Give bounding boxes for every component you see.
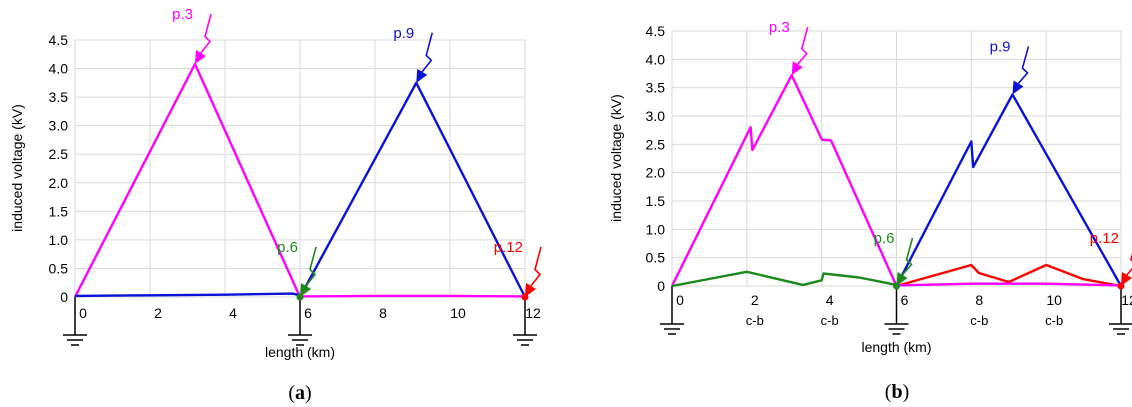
chart-panel-a: 0 0.5 1.0 1.5 2.0 2.5 3.0 3.5 4.0 4.5 0 2 4 6 8 10 12 ind… bbox=[9, 6, 542, 404]
data-series-line bbox=[895, 93, 1123, 287]
lightning-bolt bbox=[1016, 46, 1030, 85]
y-tick-label: 1.5 bbox=[49, 203, 69, 219]
x-tick-label: 12 bbox=[525, 305, 541, 321]
x-tick-label: 12 bbox=[1121, 292, 1132, 308]
y-tick-label: 2.0 bbox=[49, 175, 69, 191]
strike-label: p.9 bbox=[393, 25, 414, 42]
panel-label-close: ) bbox=[903, 381, 910, 403]
strike-point-marker bbox=[893, 282, 900, 290]
lightning-bolt bbox=[796, 26, 809, 66]
panel-label-letter: b bbox=[891, 381, 902, 403]
panel-label-letter: a bbox=[295, 382, 305, 404]
y-tick-label: 0.5 bbox=[49, 260, 69, 276]
data-series-line bbox=[299, 294, 526, 298]
data-series-line bbox=[74, 292, 301, 298]
strike-label: p.6 bbox=[277, 239, 298, 256]
y-tick-label: 0.5 bbox=[646, 250, 666, 266]
x-tick-label: 4 bbox=[229, 305, 237, 321]
lightning-arrowhead bbox=[525, 283, 536, 297]
y-tick-label: 0 bbox=[60, 289, 68, 305]
y-tick-label: 3.5 bbox=[646, 80, 666, 96]
strike-point-marker bbox=[1117, 282, 1125, 290]
strike-label: p.3 bbox=[172, 6, 193, 23]
x-tick-label: 8 bbox=[379, 305, 387, 321]
x-tick-label: 6 bbox=[901, 292, 909, 308]
y-tick-label: 1.0 bbox=[646, 221, 666, 237]
cable-box-label: c-b bbox=[821, 313, 839, 328]
y-axis-label: induced voltage (kV) bbox=[9, 104, 25, 232]
data-series-line bbox=[298, 81, 527, 298]
strike-point-marker bbox=[296, 293, 304, 301]
strike-label: p.6 bbox=[874, 230, 895, 247]
y-tick-label: 1.5 bbox=[646, 193, 666, 209]
y-tick-label: 0 bbox=[657, 278, 665, 294]
lightning-arrowhead bbox=[896, 272, 908, 286]
x-tick-label: 4 bbox=[826, 292, 834, 308]
lightning-bolt bbox=[304, 246, 317, 288]
lightning-bolt bbox=[199, 13, 212, 55]
y-tick-label: 4.0 bbox=[646, 51, 666, 67]
strike-label: p.12 bbox=[1090, 230, 1119, 247]
chart-panel-b: 0 0.5 1.0 1.5 2.0 2.5 3.0 3.5 4.0 4.5 0 2 4 6 8 10 12 c-b… bbox=[608, 19, 1132, 403]
lightning-arrowhead bbox=[791, 61, 803, 76]
x-tick-label: 0 bbox=[79, 305, 87, 321]
y-tick-label: 3.0 bbox=[49, 118, 69, 134]
lightning-bolt bbox=[1125, 253, 1132, 277]
lightning-bolt bbox=[529, 246, 542, 288]
data-series-line bbox=[671, 270, 897, 288]
strike-label: p.9 bbox=[990, 38, 1011, 55]
y-tick-label: 3.0 bbox=[646, 108, 666, 124]
lightning-arrowhead bbox=[1121, 272, 1132, 286]
x-tick-label: 2 bbox=[751, 292, 759, 308]
x-tick-label: 2 bbox=[154, 305, 162, 321]
lightning-arrowhead bbox=[416, 68, 428, 83]
lightning-arrowhead bbox=[1012, 80, 1024, 95]
x-tick-label: 8 bbox=[975, 292, 983, 308]
x-axis-label: length (km) bbox=[861, 339, 931, 355]
lightning-arrowhead bbox=[195, 49, 206, 64]
panel-label: (b) bbox=[885, 381, 909, 403]
data-series-line bbox=[73, 62, 302, 298]
data-series-line bbox=[670, 73, 898, 287]
cable-box-label: c-b bbox=[1045, 313, 1063, 328]
panel-label: (a) bbox=[288, 382, 311, 404]
panel-label-open: ( bbox=[288, 382, 295, 404]
cable-box-label: c-b bbox=[970, 313, 988, 328]
x-tick-label: 10 bbox=[450, 305, 466, 321]
y-tick-label: 3.5 bbox=[49, 89, 69, 105]
y-tick-label: 1.0 bbox=[49, 232, 69, 248]
cable-box-label: c-b bbox=[746, 313, 764, 328]
strike-label: p.3 bbox=[769, 19, 790, 36]
lightning-arrowhead bbox=[300, 283, 311, 297]
y-tick-label: 2.0 bbox=[646, 165, 666, 181]
strike-point-marker bbox=[521, 293, 529, 301]
x-tick-label: 0 bbox=[676, 292, 684, 308]
y-tick-label: 4.5 bbox=[49, 32, 69, 48]
y-tick-label: 2.5 bbox=[49, 146, 69, 162]
data-series-line bbox=[896, 263, 1122, 288]
data-series-line bbox=[896, 282, 1122, 287]
panel-label-open: ( bbox=[885, 381, 892, 403]
y-tick-label: 4.5 bbox=[646, 23, 666, 39]
x-tick-label: 10 bbox=[1046, 292, 1062, 308]
y-tick-label: 2.5 bbox=[646, 136, 666, 152]
lightning-bolt bbox=[900, 237, 914, 277]
panel-label-close: ) bbox=[305, 382, 312, 404]
x-tick-label: 6 bbox=[304, 305, 312, 321]
y-tick-label: 4.0 bbox=[49, 61, 69, 77]
x-axis-label: length (km) bbox=[265, 344, 335, 360]
lightning-bolt bbox=[420, 32, 434, 74]
strike-label: p.12 bbox=[494, 239, 523, 256]
y-axis-label: induced voltage (kV) bbox=[608, 94, 624, 222]
